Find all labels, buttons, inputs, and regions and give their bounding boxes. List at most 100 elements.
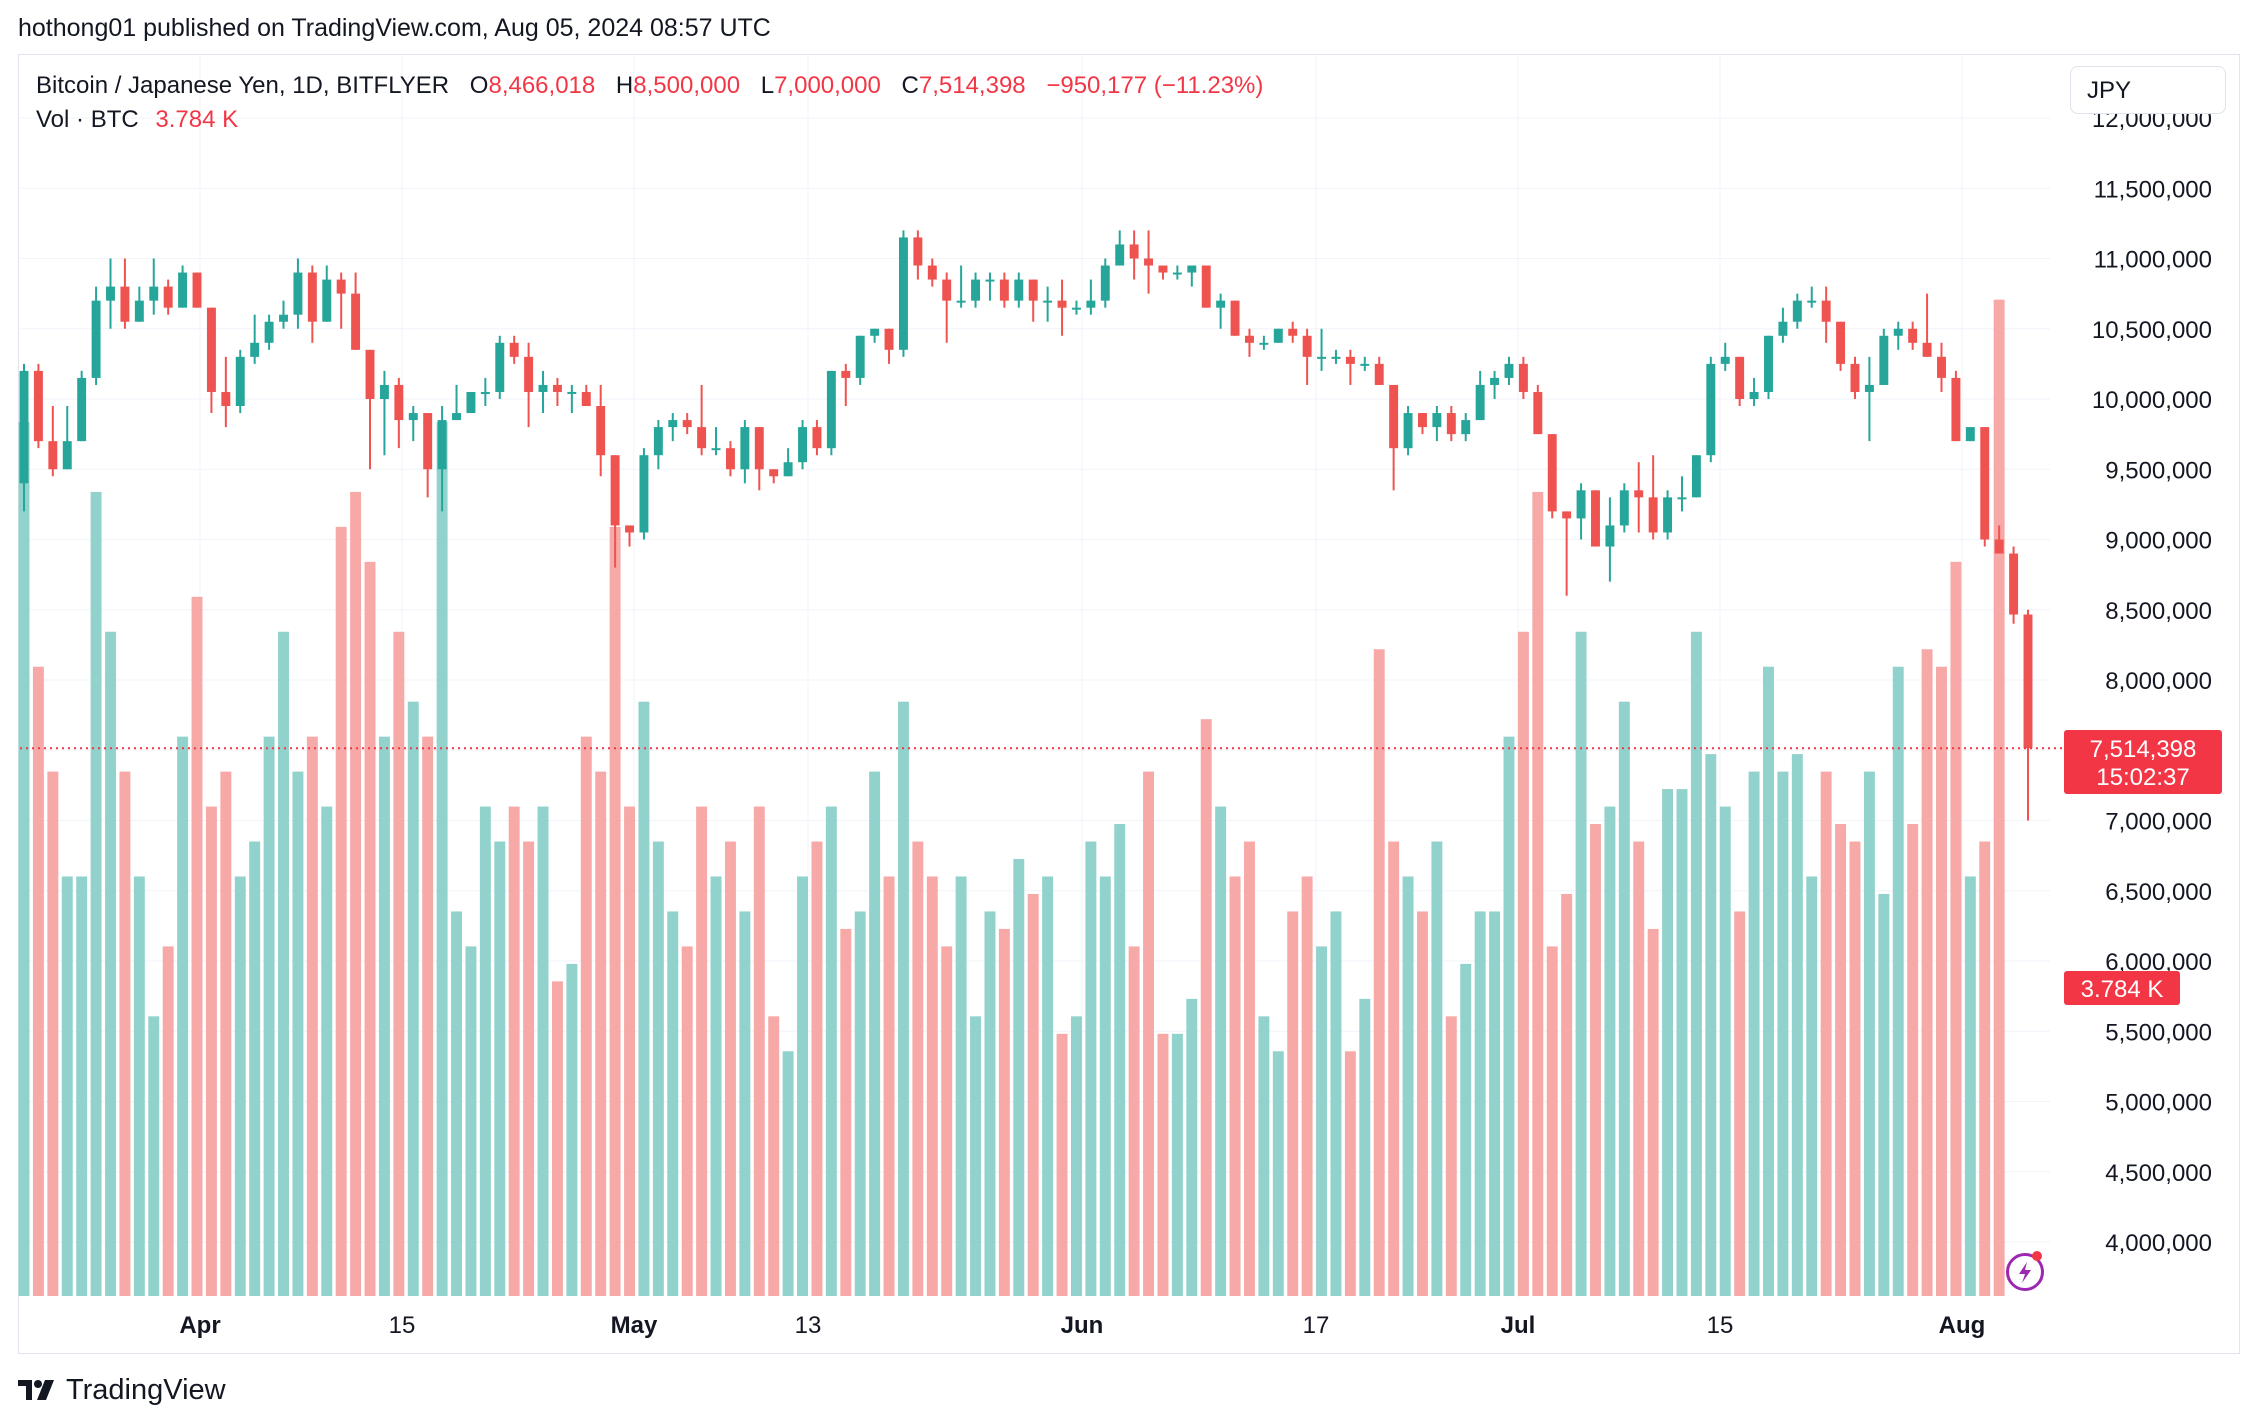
currency-selector-button[interactable]: JPY	[2070, 66, 2226, 114]
volume-bar	[1662, 789, 1674, 1296]
candle-body	[1533, 391, 1543, 435]
candle-body	[1432, 413, 1442, 428]
candle-body	[1764, 335, 1773, 392]
volume-bar	[753, 806, 765, 1296]
volume-bar	[90, 491, 102, 1296]
volume-bar	[1835, 824, 1847, 1296]
volume-bar	[494, 841, 506, 1296]
candle-body	[1807, 300, 1817, 303]
volume-bar	[1489, 911, 1501, 1296]
volume-bars	[18, 299, 2005, 1296]
candle-body	[1937, 356, 1946, 378]
candle-body	[1418, 413, 1427, 428]
volume-bar	[970, 1016, 982, 1296]
candle-body	[235, 356, 245, 407]
candle-body	[538, 384, 548, 392]
candle-body	[740, 427, 750, 470]
candle-body	[653, 427, 663, 456]
candle-body	[999, 279, 1009, 301]
volume-bar	[1936, 666, 1947, 1296]
candle-body	[1576, 490, 1586, 519]
candle-body	[1201, 265, 1211, 308]
candle-body	[1129, 244, 1139, 259]
volume-bar	[205, 806, 217, 1296]
volume-bar	[955, 876, 967, 1296]
candle-body	[754, 427, 764, 470]
volume-bar	[1561, 893, 1573, 1296]
candle-body	[365, 349, 375, 399]
volume-bar	[234, 876, 246, 1296]
candle-body	[1605, 525, 1615, 547]
candle-body	[62, 441, 72, 470]
candle-body	[307, 272, 317, 322]
volume-bar	[1806, 876, 1818, 1296]
volume-bar	[18, 422, 30, 1296]
candle-body	[524, 356, 534, 392]
volume-bar	[1878, 893, 1890, 1296]
volume-bar	[537, 806, 549, 1296]
volume-bar	[825, 806, 837, 1296]
price-tick-label: 8,000,000	[2105, 668, 2212, 695]
volume-bar	[1575, 631, 1587, 1296]
volume-bar	[1892, 666, 1904, 1296]
volume-bar	[1330, 911, 1342, 1296]
last-price-text: 7,514,398	[2090, 736, 2197, 763]
candle-body	[841, 370, 851, 378]
volume-bar	[1402, 876, 1414, 1296]
volume-bar	[1863, 771, 1875, 1296]
time-tick-label: Apr	[179, 1312, 220, 1339]
volume-bar	[249, 841, 261, 1296]
volume-bar	[1373, 649, 1385, 1296]
candle-body	[264, 321, 274, 343]
volume-bar	[1388, 841, 1400, 1296]
low-label: L	[760, 72, 775, 99]
volume-bar	[321, 806, 333, 1296]
chart-frame	[18, 54, 2240, 1354]
candle-body	[1172, 272, 1182, 275]
candle-body	[1980, 427, 1990, 540]
candle-body	[596, 406, 606, 456]
volume-bar	[1143, 771, 1155, 1296]
candle-body	[1374, 363, 1384, 385]
volume-bar	[897, 701, 909, 1296]
candle-body	[913, 237, 923, 266]
candle-body	[1792, 300, 1802, 322]
candle-body	[985, 279, 995, 282]
candle-body	[134, 300, 144, 322]
candle-body	[1187, 265, 1197, 273]
volume-bar	[1243, 841, 1255, 1296]
candle-body	[1677, 497, 1687, 500]
tradingview-logo[interactable]: TradingView	[18, 1372, 226, 1408]
volume-bar	[508, 806, 520, 1296]
volume-bar	[119, 771, 131, 1296]
tradingview-logo-text: TradingView	[66, 1373, 226, 1406]
time-tick-label: 15	[389, 1312, 416, 1339]
volume-bar	[1517, 631, 1529, 1296]
candle-body	[408, 413, 418, 421]
volume-bar	[76, 876, 88, 1296]
tradingview-logo-icon	[18, 1380, 54, 1400]
candle-body	[221, 391, 231, 407]
candle-body	[1518, 363, 1528, 392]
volume-label: 3.784 K	[2064, 971, 2180, 1005]
candle-body	[1864, 384, 1874, 392]
price-tick-label: 11,500,000	[2094, 176, 2212, 203]
candle-body	[971, 279, 981, 301]
candle-body	[1547, 434, 1557, 512]
candle-body	[437, 420, 447, 470]
candle-body	[1634, 490, 1644, 498]
volume-bar	[451, 911, 462, 1296]
volume-bar	[840, 928, 852, 1296]
candle-body	[1562, 511, 1572, 519]
volume-bar	[1027, 893, 1039, 1296]
volume-bar	[1734, 911, 1746, 1296]
close-value: 7,514,398	[918, 72, 1026, 99]
last-price-label: 7,514,398 15:02:37	[2064, 730, 2222, 794]
candle-body	[452, 413, 461, 421]
candle-body	[336, 279, 346, 294]
notification-dot	[2032, 1251, 2042, 1261]
candle-body	[178, 272, 188, 308]
candle-body	[1446, 413, 1456, 435]
candle-body	[293, 272, 303, 315]
